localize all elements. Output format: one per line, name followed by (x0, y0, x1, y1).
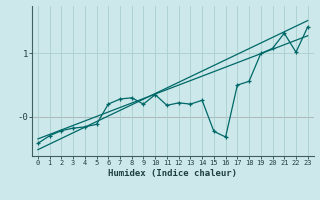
X-axis label: Humidex (Indice chaleur): Humidex (Indice chaleur) (108, 169, 237, 178)
